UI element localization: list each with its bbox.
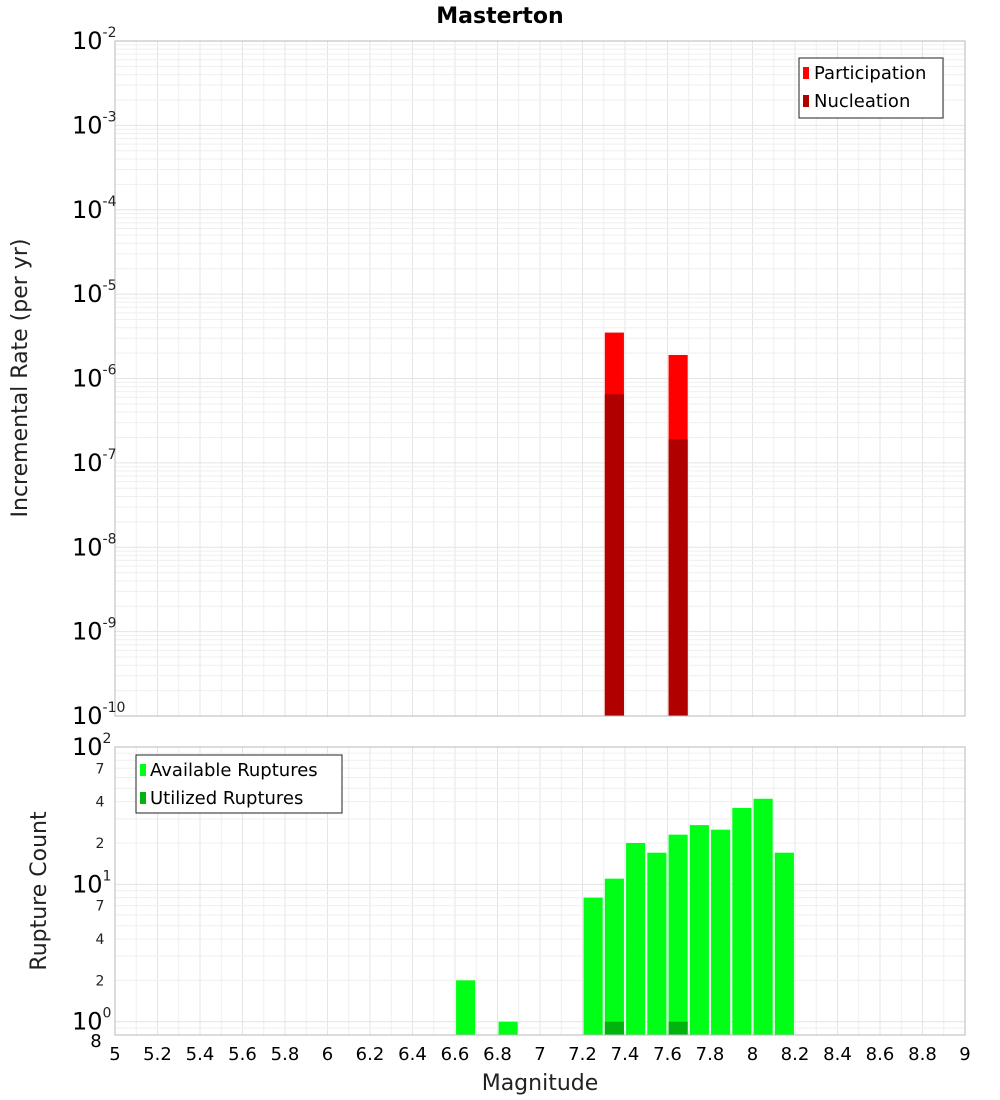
available-ruptures-bar (583, 897, 603, 1035)
y-tick-label: 10-6 (72, 363, 117, 393)
available-ruptures-bar (647, 852, 667, 1035)
chart-title: Masterton (436, 4, 563, 29)
bottom-plot-frame (114, 746, 966, 1036)
y-tick-minor-label: 4 (96, 795, 105, 811)
y-tick-label: 101 (72, 868, 111, 898)
x-tick-label: 8.4 (823, 1044, 852, 1065)
available-ruptures-bar (732, 807, 752, 1035)
x-tick-label: 5.2 (143, 1044, 172, 1065)
bottom-plot: 100 101 102 8 2 4 7 2 4 7 5 5.2 5.4 5.6 5.8 6 6.2 6.4 6.6… (27, 731, 971, 1096)
available-ruptures-bar (604, 878, 624, 1035)
top-bars (604, 332, 688, 716)
legend-swatch (140, 792, 146, 804)
x-tick-label: 5 (109, 1044, 120, 1065)
available-ruptures-bar (774, 852, 794, 1035)
x-tick-label: 8 (747, 1044, 758, 1065)
x-axis-label: Magnitude (482, 1071, 599, 1096)
bottom-bars (456, 798, 794, 1035)
y-tick-minor-label: 2 (96, 973, 105, 989)
y-tick-label: 10-9 (72, 616, 117, 646)
top-plot: 10-10 10-9 10-8 10-7 10-6 10-5 10-4 10-3 10-2 In… (8, 25, 966, 730)
legend-box (798, 57, 944, 119)
y-tick-label: 10-7 (72, 447, 117, 477)
y-tick-minor-label: 7 (96, 899, 105, 915)
x-tick-label: 7.4 (611, 1044, 640, 1065)
top-y-ticks: 10-10 10-9 10-8 10-7 10-6 10-5 10-4 10-3 10-2 (72, 25, 125, 730)
y-tick-label: 100 (72, 1006, 111, 1036)
y-tick-label: 10-8 (72, 531, 117, 561)
y-tick-minor-label: 8 (90, 1031, 101, 1052)
available-ruptures-bar (711, 829, 731, 1035)
legend-label: Utilized Ruptures (150, 788, 303, 809)
x-tick-label: 5.4 (186, 1044, 215, 1065)
utilized-ruptures-bar (604, 1021, 624, 1035)
bottom-legend: Available Ruptures Utilized Ruptures (135, 754, 343, 814)
x-tick-label: 6.2 (356, 1044, 385, 1065)
x-tick-label: 5.8 (271, 1044, 300, 1065)
top-plot-frame (114, 40, 966, 717)
x-tick-label: 7 (534, 1044, 545, 1065)
legend-box (135, 754, 343, 814)
x-tick-label: 5.6 (228, 1044, 257, 1065)
legend-swatch (140, 764, 146, 776)
y-tick-minor-label: 4 (96, 932, 105, 948)
top-legend: Participation Nucleation (798, 57, 944, 119)
top-y-axis-label: Incremental Rate (per yr) (8, 239, 33, 518)
x-tick-label: 6 (322, 1044, 333, 1065)
x-tick-label: 7.8 (696, 1044, 725, 1065)
nucleation-bar (604, 394, 624, 716)
x-tick-label: 6.6 (441, 1044, 470, 1065)
available-ruptures-bar (626, 843, 646, 1035)
legend-label: Available Ruptures (150, 760, 318, 781)
bottom-y-ticks: 100 101 102 8 2 4 7 2 4 7 (72, 731, 111, 1052)
x-ticks: 5 5.2 5.4 5.6 5.8 6 6.2 6.4 6.6 6.8 7 7.2 7.4 7.6 7.8 8… (109, 1044, 970, 1065)
x-tick-label: 6.8 (483, 1044, 512, 1065)
available-ruptures-bar (498, 1021, 518, 1035)
available-ruptures-bar (668, 834, 688, 1035)
y-tick-label: 102 (72, 731, 111, 761)
legend-label: Nucleation (814, 91, 910, 112)
legend-swatch (803, 95, 809, 107)
x-tick-label: 7.6 (653, 1044, 682, 1065)
nucleation-bar (668, 439, 688, 716)
available-ruptures-bar (456, 980, 476, 1035)
bottom-y-axis-label: Rupture Count (27, 811, 52, 971)
legend-label: Participation (814, 63, 926, 84)
y-tick-label: 10-10 (72, 700, 125, 730)
y-tick-label: 10-3 (72, 109, 117, 139)
y-tick-label: 10-4 (72, 194, 117, 224)
x-tick-label: 8.2 (781, 1044, 810, 1065)
y-tick-label: 10-2 (72, 25, 117, 55)
x-tick-label: 9 (959, 1044, 970, 1065)
x-tick-label: 6.4 (398, 1044, 427, 1065)
legend-swatch (803, 67, 809, 79)
y-tick-minor-label: 7 (96, 761, 105, 777)
x-tick-label: 8.6 (866, 1044, 895, 1065)
x-tick-label: 7.2 (568, 1044, 597, 1065)
available-ruptures-bar (689, 825, 709, 1035)
y-tick-label: 10-5 (72, 278, 117, 308)
x-tick-label: 8.8 (908, 1044, 937, 1065)
top-grid (114, 41, 966, 717)
utilized-ruptures-bar (668, 1021, 688, 1035)
y-tick-minor-label: 2 (96, 836, 105, 852)
available-ruptures-bar (753, 798, 773, 1035)
